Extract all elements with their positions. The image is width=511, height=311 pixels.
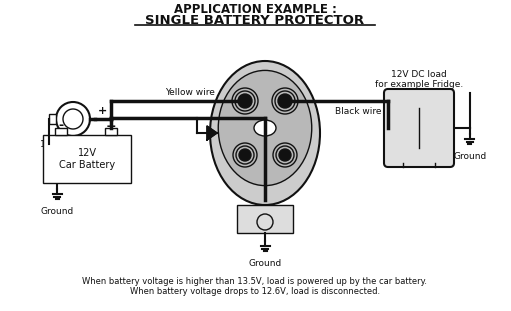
- Text: Ground: Ground: [248, 259, 282, 268]
- Text: APPLICATION EXAMPLE :: APPLICATION EXAMPLE :: [174, 3, 336, 16]
- Text: Yellow wire: Yellow wire: [165, 88, 215, 97]
- Polygon shape: [207, 126, 217, 140]
- Text: SINGLE BATTERY PROTECTOR: SINGLE BATTERY PROTECTOR: [146, 14, 364, 27]
- Circle shape: [278, 94, 292, 108]
- Circle shape: [238, 94, 252, 108]
- Text: Ground: Ground: [56, 162, 89, 171]
- Ellipse shape: [254, 120, 276, 136]
- Text: -: -: [58, 119, 63, 132]
- Text: +: +: [106, 119, 117, 132]
- Bar: [55, 128, 67, 135]
- Circle shape: [239, 149, 251, 161]
- Bar: [49, 114, 56, 124]
- Text: When battery voltage drops to 12.6V, load is disconnected.: When battery voltage drops to 12.6V, loa…: [130, 287, 380, 296]
- Text: When battery voltage is higher than 13.5V, load is powered up by the car battery: When battery voltage is higher than 13.5…: [82, 277, 428, 286]
- Text: 12V DC load
for example Fridge.: 12V DC load for example Fridge.: [375, 70, 463, 89]
- Ellipse shape: [210, 61, 320, 205]
- Text: Ground: Ground: [453, 152, 486, 161]
- Circle shape: [63, 109, 83, 129]
- Text: 12V
Car Battery: 12V Car Battery: [59, 148, 115, 170]
- Text: Black wire: Black wire: [335, 106, 382, 115]
- Circle shape: [279, 149, 291, 161]
- Ellipse shape: [218, 70, 312, 186]
- Text: 12V Alternator: 12V Alternator: [40, 140, 106, 149]
- Circle shape: [56, 102, 90, 136]
- Bar: [105, 128, 117, 135]
- Bar: [43, 135, 131, 183]
- Bar: [237, 205, 293, 233]
- Text: +: +: [98, 106, 107, 116]
- Text: Ground: Ground: [40, 207, 74, 216]
- FancyBboxPatch shape: [384, 89, 454, 167]
